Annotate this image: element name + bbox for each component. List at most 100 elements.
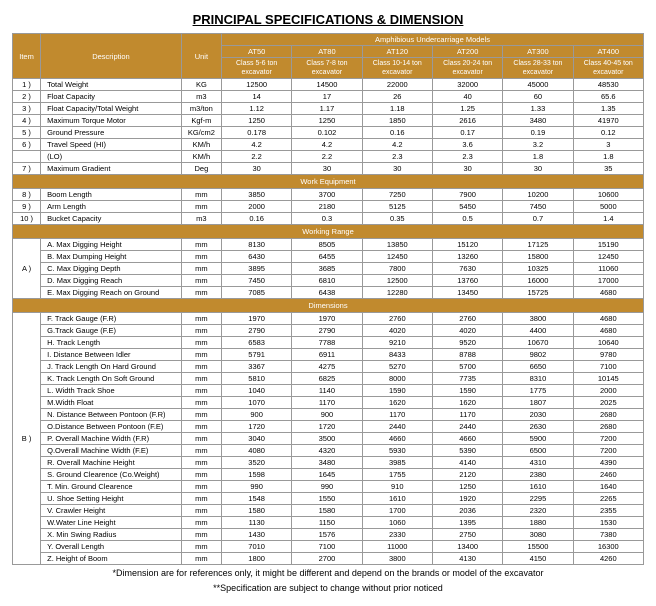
unit: mm	[181, 263, 221, 275]
val: 22000	[362, 79, 432, 91]
unit: KG/cm2	[181, 127, 221, 139]
val: 3040	[221, 433, 291, 445]
val: 6500	[503, 445, 573, 457]
val: 2630	[503, 421, 573, 433]
desc: H. Track Length	[41, 337, 182, 349]
unit: mm	[181, 313, 221, 325]
val: 0.12	[573, 127, 643, 139]
unit: mm	[181, 409, 221, 421]
unit: mm	[181, 349, 221, 361]
val: 0.102	[292, 127, 362, 139]
val: 1.33	[503, 103, 573, 115]
unit: mm	[181, 421, 221, 433]
hdr-model: AT50	[221, 46, 291, 58]
val: 3520	[221, 457, 291, 469]
val: 1.12	[221, 103, 291, 115]
val: 8310	[503, 373, 573, 385]
val: 7085	[221, 287, 291, 299]
val: 1755	[362, 469, 432, 481]
val: 4.2	[292, 139, 362, 151]
val: 1070	[221, 397, 291, 409]
val: 41970	[573, 115, 643, 127]
unit: mm	[181, 517, 221, 529]
val: 0.35	[362, 213, 432, 225]
val: 2.3	[362, 151, 432, 163]
unit: mm	[181, 505, 221, 517]
val: 1920	[432, 493, 502, 505]
val: 14500	[292, 79, 362, 91]
val: 1.17	[292, 103, 362, 115]
val: 1580	[221, 505, 291, 517]
val: 1576	[292, 529, 362, 541]
hdr-unit: Unit	[181, 34, 221, 79]
desc: Float Capacity/Total Weight	[41, 103, 182, 115]
val: 1.8	[503, 151, 573, 163]
val: 1430	[221, 529, 291, 541]
val: 3800	[503, 313, 573, 325]
desc: P. Overall Machine Width (F.R)	[41, 433, 182, 445]
val: 2440	[362, 421, 432, 433]
unit: mm	[181, 397, 221, 409]
val: 7200	[573, 433, 643, 445]
val: 15120	[432, 239, 502, 251]
desc: D. Max Digging Reach	[41, 275, 182, 287]
val: 0.16	[221, 213, 291, 225]
val: 7100	[292, 541, 362, 553]
val: 4660	[362, 433, 432, 445]
val: 10200	[503, 189, 573, 201]
val: 5000	[573, 201, 643, 213]
val: 3800	[362, 553, 432, 565]
val: 40	[432, 91, 502, 103]
val: 6430	[221, 251, 291, 263]
val: 4020	[432, 325, 502, 337]
val: 7735	[432, 373, 502, 385]
desc: Maximum Torque Motor	[41, 115, 182, 127]
desc: N. Distance Between Pontoon (F.R)	[41, 409, 182, 421]
val: 5810	[221, 373, 291, 385]
desc: E. Max Digging Reach on Ground	[41, 287, 182, 299]
val: 35	[573, 163, 643, 175]
hdr-model: AT120	[362, 46, 432, 58]
item-num: 4 )	[13, 115, 41, 127]
hdr-model: AT80	[292, 46, 362, 58]
val: 8505	[292, 239, 362, 251]
val: 1170	[432, 409, 502, 421]
footnote-1: *Dimension are for references only, it m…	[12, 568, 644, 580]
val: 4400	[503, 325, 573, 337]
hdr-main: Amphibious Undercarriage Models	[221, 34, 643, 46]
val: 4310	[503, 457, 573, 469]
desc: B. Max Dumping Height	[41, 251, 182, 263]
desc: O.Distance Between Pontoon (F.E)	[41, 421, 182, 433]
item-num	[13, 151, 41, 163]
val: 32000	[432, 79, 502, 91]
unit: Kgf-m	[181, 115, 221, 127]
desc: X. Min Swing Radius	[41, 529, 182, 541]
val: 1170	[292, 397, 362, 409]
val: 65.6	[573, 91, 643, 103]
val: 1610	[503, 481, 573, 493]
item-num: 5 )	[13, 127, 41, 139]
desc: R. Overall Machine Height	[41, 457, 182, 469]
val: 4680	[573, 287, 643, 299]
val: 6438	[292, 287, 362, 299]
unit: mm	[181, 529, 221, 541]
unit: mm	[181, 385, 221, 397]
hdr-sub: Class 40-45 ton excavator	[573, 58, 643, 79]
unit: KM/h	[181, 151, 221, 163]
val: 1640	[573, 481, 643, 493]
val: 60	[503, 91, 573, 103]
val: 1140	[292, 385, 362, 397]
val: 910	[362, 481, 432, 493]
desc: Boom Length	[41, 189, 182, 201]
val: 1.4	[573, 213, 643, 225]
hdr-model: AT300	[503, 46, 573, 58]
section-dim: Dimensions	[13, 299, 644, 313]
val: 5450	[432, 201, 502, 213]
val: 9780	[573, 349, 643, 361]
val: 5390	[432, 445, 502, 457]
val: 990	[221, 481, 291, 493]
unit: mm	[181, 239, 221, 251]
val: 9520	[432, 337, 502, 349]
unit: Deg	[181, 163, 221, 175]
val: 10640	[573, 337, 643, 349]
